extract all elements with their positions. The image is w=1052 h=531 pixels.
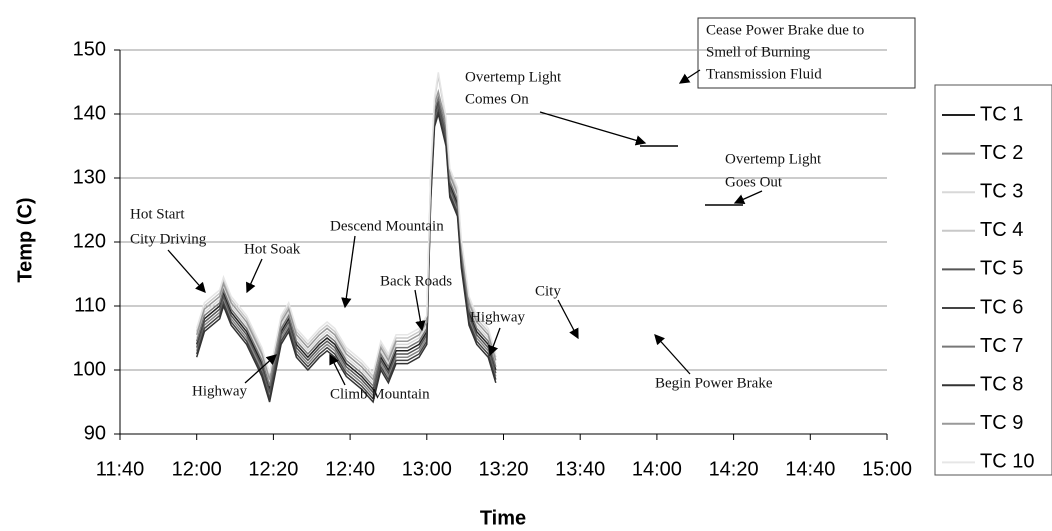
- annotation-text: City: [535, 283, 561, 299]
- series-line: [195, 111, 497, 404]
- x-tick-label: 15:00: [862, 458, 912, 480]
- annotation-arrow: [246, 258, 263, 294]
- y-axis-label: Temp (C): [14, 197, 36, 282]
- legend-label: TC 6: [980, 296, 1023, 318]
- x-tick-label: 12:40: [325, 458, 375, 480]
- annotation-text: Hot Start: [130, 206, 185, 222]
- legend-label: TC 2: [980, 142, 1023, 164]
- annotation-text: Highway: [470, 309, 525, 325]
- annotation-text: Highway: [192, 383, 247, 399]
- annotation-arrow: [488, 327, 501, 357]
- series-line: [195, 95, 497, 388]
- annotation-text: Back Roads: [380, 273, 452, 289]
- x-tick-label: 12:20: [248, 458, 298, 480]
- series-line: [195, 72, 497, 375]
- annotation-arrow: [733, 190, 763, 205]
- annotation-text: Smell of Burning: [706, 44, 811, 60]
- legend-label: TC 3: [980, 180, 1023, 202]
- annotation-text: Overtemp Light: [465, 69, 562, 85]
- legend-label: TC 4: [980, 219, 1023, 241]
- y-tick-label: 110: [74, 294, 106, 316]
- annotation-arrow: [539, 111, 647, 146]
- y-tick-label: 140: [73, 102, 106, 124]
- annotation-text: Descend Mountain: [330, 218, 444, 234]
- legend-label: TC 8: [980, 373, 1023, 395]
- annotation-text: Goes Out: [725, 174, 783, 190]
- annotation-box: [697, 17, 916, 89]
- x-tick-label: 12:00: [172, 458, 222, 480]
- y-tick-label: 90: [84, 422, 106, 444]
- annotation-arrow: [557, 299, 579, 340]
- x-axis-label: Time: [480, 507, 526, 529]
- x-tick-label: 14:00: [632, 458, 682, 480]
- annotation-text: Begin Power Brake: [655, 375, 773, 391]
- x-tick-label: 13:00: [402, 458, 452, 480]
- annotation-arrow: [244, 354, 277, 384]
- legend-label: TC 10: [980, 451, 1034, 473]
- legend-label: TC 7: [980, 335, 1023, 357]
- annotation-text: Overtemp Light: [725, 151, 822, 167]
- annotation-text: Cease Power Brake due to: [706, 22, 864, 38]
- annotation-arrow: [414, 289, 426, 332]
- series-line: [195, 88, 497, 382]
- annotation-text: Hot Soak: [244, 241, 301, 257]
- legend-label: TC 5: [980, 258, 1023, 280]
- annotation-text: City Driving: [130, 231, 207, 247]
- y-tick-label: 130: [73, 166, 106, 188]
- x-tick-label: 14:40: [785, 458, 835, 480]
- legend-label: TC 1: [980, 103, 1023, 125]
- annotation-arrow: [167, 249, 206, 293]
- annotation-text: Comes On: [465, 91, 529, 107]
- x-tick-label: 14:20: [709, 458, 759, 480]
- series-line: [195, 101, 497, 394]
- annotation-arrow: [654, 334, 691, 375]
- annotation-arrow: [329, 353, 346, 386]
- y-tick-label: 100: [73, 358, 106, 380]
- annotation-arrow: [678, 69, 701, 84]
- annotation-text: Climb Mountain: [330, 386, 430, 402]
- y-tick-label: 150: [73, 38, 106, 60]
- y-tick-label: 120: [73, 230, 106, 252]
- x-tick-label: 13:20: [478, 458, 528, 480]
- legend-box: [934, 84, 1052, 476]
- annotation-arrow: [341, 235, 356, 309]
- x-tick-label: 11:40: [96, 458, 145, 480]
- annotation-text: Transmission Fluid: [706, 66, 822, 82]
- x-tick-label: 13:40: [555, 458, 605, 480]
- legend-label: TC 9: [980, 412, 1023, 434]
